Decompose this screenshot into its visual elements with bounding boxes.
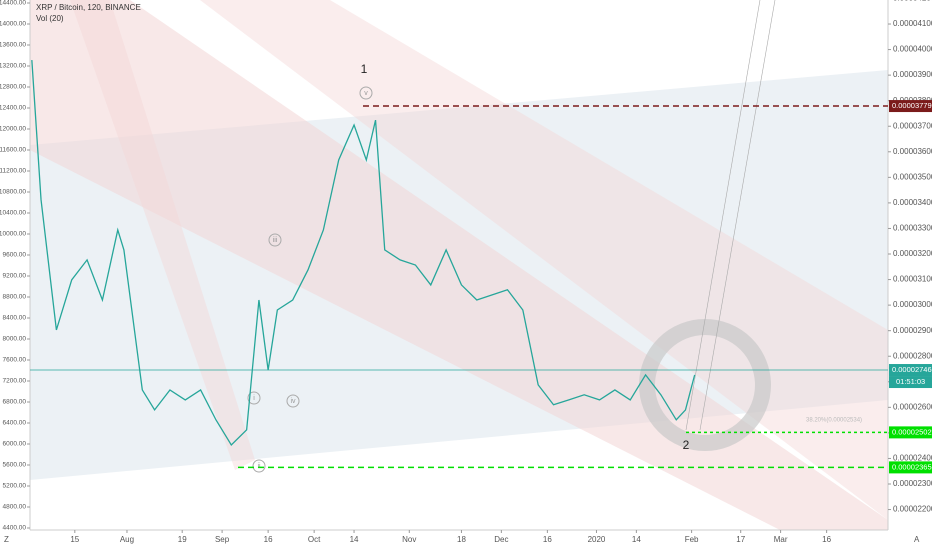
y2-tick-label: 4400.00 bbox=[3, 525, 27, 532]
y2-tick-label: 12800.00 bbox=[0, 84, 26, 91]
y-tick-label: 0.00002200 bbox=[893, 505, 932, 514]
wave-label: i bbox=[253, 395, 255, 402]
y2-tick-label: 9600.00 bbox=[3, 252, 27, 259]
y2-tick-label: 6800.00 bbox=[3, 399, 27, 406]
wave-marker bbox=[268, 233, 282, 247]
y2-tick-label: 5600.00 bbox=[3, 462, 27, 469]
y2-tick-label: 10400.00 bbox=[0, 210, 26, 217]
y2-tick-label: 8800.00 bbox=[3, 294, 27, 301]
y2-tick-label: 6400.00 bbox=[3, 420, 27, 427]
x-tick-label: Aug bbox=[120, 535, 134, 544]
price-level-tag bbox=[889, 426, 932, 439]
wave-label: 2 bbox=[683, 438, 690, 452]
wave-label: iv bbox=[290, 398, 296, 405]
x-tick-label: Mar bbox=[774, 535, 788, 544]
wave-marker bbox=[247, 391, 261, 405]
y2-tick-label: 4800.00 bbox=[3, 504, 27, 511]
y-tick-label: 0.00003500 bbox=[893, 172, 932, 181]
y2-tick-label: 11600.00 bbox=[0, 147, 26, 154]
wave-label: 1 bbox=[361, 62, 368, 76]
y-tick-label: 0.00003000 bbox=[893, 300, 932, 309]
x-tick-label: Feb bbox=[685, 535, 699, 544]
fib-label: 38.20%(0.00002534) bbox=[806, 418, 862, 424]
x-tick-label: Nov bbox=[402, 535, 416, 544]
y2-tick-label: 10800.00 bbox=[0, 189, 26, 196]
price-level-tag bbox=[889, 100, 932, 113]
y-tick-label: 0.00002800 bbox=[893, 351, 932, 360]
price-line bbox=[31, 60, 696, 446]
y-tick-label: 0.00003300 bbox=[893, 224, 932, 233]
x-tick-label: 16 bbox=[822, 535, 831, 544]
price-level-label: 0.00002746 bbox=[892, 365, 932, 374]
channel-pink-2 bbox=[200, 0, 888, 520]
y2-tick-label: 12000.00 bbox=[0, 126, 26, 133]
y-tick-label: 0.00003600 bbox=[893, 147, 932, 156]
y-tick-label: 0.00004200 bbox=[893, 0, 932, 3]
y2-tick-label: 7200.00 bbox=[3, 378, 27, 385]
price-level-label: 0.00002365 bbox=[892, 462, 932, 471]
x-tick-label: 2020 bbox=[588, 535, 606, 544]
y-tick-label: 0.00003400 bbox=[893, 198, 932, 207]
chart-title: XRP / Bitcoin, 120, BINANCE bbox=[36, 3, 141, 12]
y-tick-label: 0.00003200 bbox=[893, 249, 932, 258]
x-tick-label: 19 bbox=[178, 535, 187, 544]
price-level-label: 0.00002502 bbox=[892, 427, 932, 436]
y-tick-label: 0.00003700 bbox=[893, 121, 932, 130]
wave-label: v bbox=[364, 90, 368, 97]
y2-tick-label: 14400.00 bbox=[0, 0, 26, 7]
y2-tick-label: 11200.00 bbox=[0, 168, 26, 175]
x-tick-label: Sep bbox=[215, 535, 230, 544]
y2-tick-label: 10000.00 bbox=[0, 231, 26, 238]
y-tick-label: 0.00003900 bbox=[893, 70, 932, 79]
indicator-label: Vol (20) bbox=[36, 14, 64, 23]
y-tick-label: 0.00003100 bbox=[893, 275, 932, 284]
x-tick-label: 17 bbox=[736, 535, 745, 544]
highlight-ring bbox=[639, 319, 771, 451]
corner-label: A bbox=[914, 535, 920, 544]
y-tick-label: 0.00002900 bbox=[893, 326, 932, 335]
wave-label: ii bbox=[257, 463, 261, 470]
countdown-tag bbox=[889, 376, 932, 389]
countdown: 01:51:03 bbox=[896, 377, 925, 386]
y2-tick-label: 12400.00 bbox=[0, 105, 26, 112]
wave-marker bbox=[359, 86, 373, 100]
projection-line bbox=[699, 0, 776, 431]
y-tick-label: 0.00002300 bbox=[893, 479, 932, 488]
y-tick-label: 0.00004000 bbox=[893, 45, 932, 54]
y2-tick-label: 8400.00 bbox=[3, 315, 27, 322]
x-tick-label: 16 bbox=[264, 535, 273, 544]
price-level-tag bbox=[889, 461, 932, 474]
wave-label: iii bbox=[273, 237, 278, 244]
price-level-tag bbox=[889, 364, 932, 377]
y2-tick-label: 8000.00 bbox=[3, 336, 27, 343]
y2-tick-label: 9200.00 bbox=[3, 273, 27, 280]
x-tick-label: 14 bbox=[632, 535, 641, 544]
y-tick-label: 0.00004100 bbox=[893, 19, 932, 28]
y2-tick-label: 6000.00 bbox=[3, 441, 27, 448]
projection-line bbox=[685, 0, 761, 431]
y-tick-label: 0.00002400 bbox=[893, 454, 932, 463]
x-tick-label: Oct bbox=[308, 535, 321, 544]
x-tick-label: 16 bbox=[543, 535, 552, 544]
y2-tick-label: 14000.00 bbox=[0, 21, 26, 28]
y2-tick-label: 7600.00 bbox=[3, 357, 27, 364]
x-tick-label: 15 bbox=[70, 535, 79, 544]
price-level-label: 0.00003779 bbox=[892, 101, 932, 110]
y2-tick-label: 13600.00 bbox=[0, 42, 26, 49]
y2-tick-label: 5200.00 bbox=[3, 483, 27, 490]
channel-pink-3 bbox=[70, 0, 255, 470]
wave-marker bbox=[286, 394, 300, 408]
x-tick-label: Dec bbox=[494, 535, 508, 544]
y-tick-label: 0.00002600 bbox=[893, 402, 932, 411]
x-tick-label: 18 bbox=[457, 535, 466, 544]
corner-label: Z bbox=[4, 535, 9, 544]
wave-marker bbox=[252, 459, 266, 473]
y2-tick-label: 13200.00 bbox=[0, 63, 26, 70]
channel-pink bbox=[30, 0, 888, 530]
x-tick-label: 14 bbox=[350, 535, 359, 544]
